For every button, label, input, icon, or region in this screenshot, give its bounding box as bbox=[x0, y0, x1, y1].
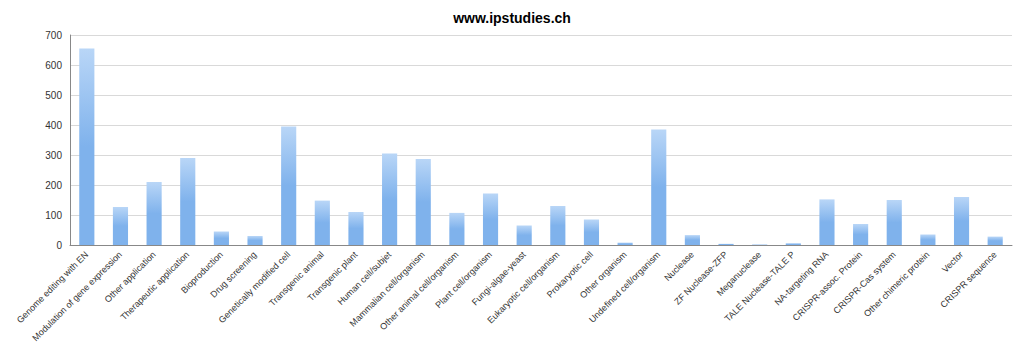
svg-text:TALE Nuclease-TALE P: TALE Nuclease-TALE P bbox=[722, 249, 797, 324]
svg-text:Genetically modified cell: Genetically modified cell bbox=[216, 249, 293, 325]
svg-text:CRISPR sequence: CRISPR sequence bbox=[938, 249, 998, 309]
svg-text:Undefined cell/organism: Undefined cell/organism bbox=[587, 249, 662, 324]
svg-text:400: 400 bbox=[45, 120, 62, 131]
svg-text:300: 300 bbox=[45, 150, 62, 161]
svg-text:Transgenic plant: Transgenic plant bbox=[305, 249, 360, 304]
svg-text:Other organism: Other organism bbox=[577, 249, 629, 301]
svg-text:Therapeutic application: Therapeutic application bbox=[118, 249, 192, 323]
svg-text:Modulation of gene expression: Modulation of gene expression bbox=[30, 249, 124, 344]
svg-text:Fungi-algae-yeast: Fungi-algae-yeast bbox=[470, 249, 528, 307]
svg-text:600: 600 bbox=[45, 60, 62, 71]
svg-text:CRISPR-assoc. Protein: CRISPR-assoc. Protein bbox=[790, 249, 865, 323]
svg-text:Genome editing with EN: Genome editing with EN bbox=[14, 249, 91, 325]
svg-text:200: 200 bbox=[45, 180, 62, 191]
svg-text:Other chimeric protein: Other chimeric protein bbox=[862, 249, 932, 319]
svg-text:500: 500 bbox=[45, 90, 62, 101]
svg-text:700: 700 bbox=[45, 30, 62, 41]
svg-text:NA-targeting RNA: NA-targeting RNA bbox=[772, 249, 831, 308]
svg-text:Eukaryotic cell/organism: Eukaryotic cell/organism bbox=[485, 249, 562, 326]
svg-text:Meganuclease: Meganuclease bbox=[714, 249, 764, 298]
svg-text:ZF Nuclease-ZFP: ZF Nuclease-ZFP bbox=[672, 249, 730, 307]
svg-text:Plant cell/organism: Plant cell/organism bbox=[433, 249, 494, 310]
svg-text:Other animal cell/organism: Other animal cell/organism bbox=[377, 249, 461, 333]
svg-text:0: 0 bbox=[56, 240, 62, 251]
svg-text:100: 100 bbox=[45, 210, 62, 221]
svg-text:Human cell/subjet: Human cell/subjet bbox=[335, 249, 394, 307]
svg-text:Drug screening: Drug screening bbox=[208, 249, 259, 300]
svg-text:Prokaryotic cell: Prokaryotic cell bbox=[544, 249, 595, 300]
svg-text:Bioproduction: Bioproduction bbox=[179, 249, 225, 296]
svg-text:Mammalian cell/organism: Mammalian cell/organism bbox=[347, 249, 427, 329]
svg-text:Nuclease: Nuclease bbox=[662, 249, 696, 283]
svg-text:CRISPR-Cas system: CRISPR-Cas system bbox=[831, 249, 897, 315]
svg-text:www.ipstudies.ch: www.ipstudies.ch bbox=[452, 10, 571, 26]
svg-text:Transgenic animal: Transgenic animal bbox=[267, 249, 326, 308]
svg-text:Other application: Other application bbox=[102, 249, 158, 305]
svg-text:Vector: Vector bbox=[940, 249, 965, 274]
